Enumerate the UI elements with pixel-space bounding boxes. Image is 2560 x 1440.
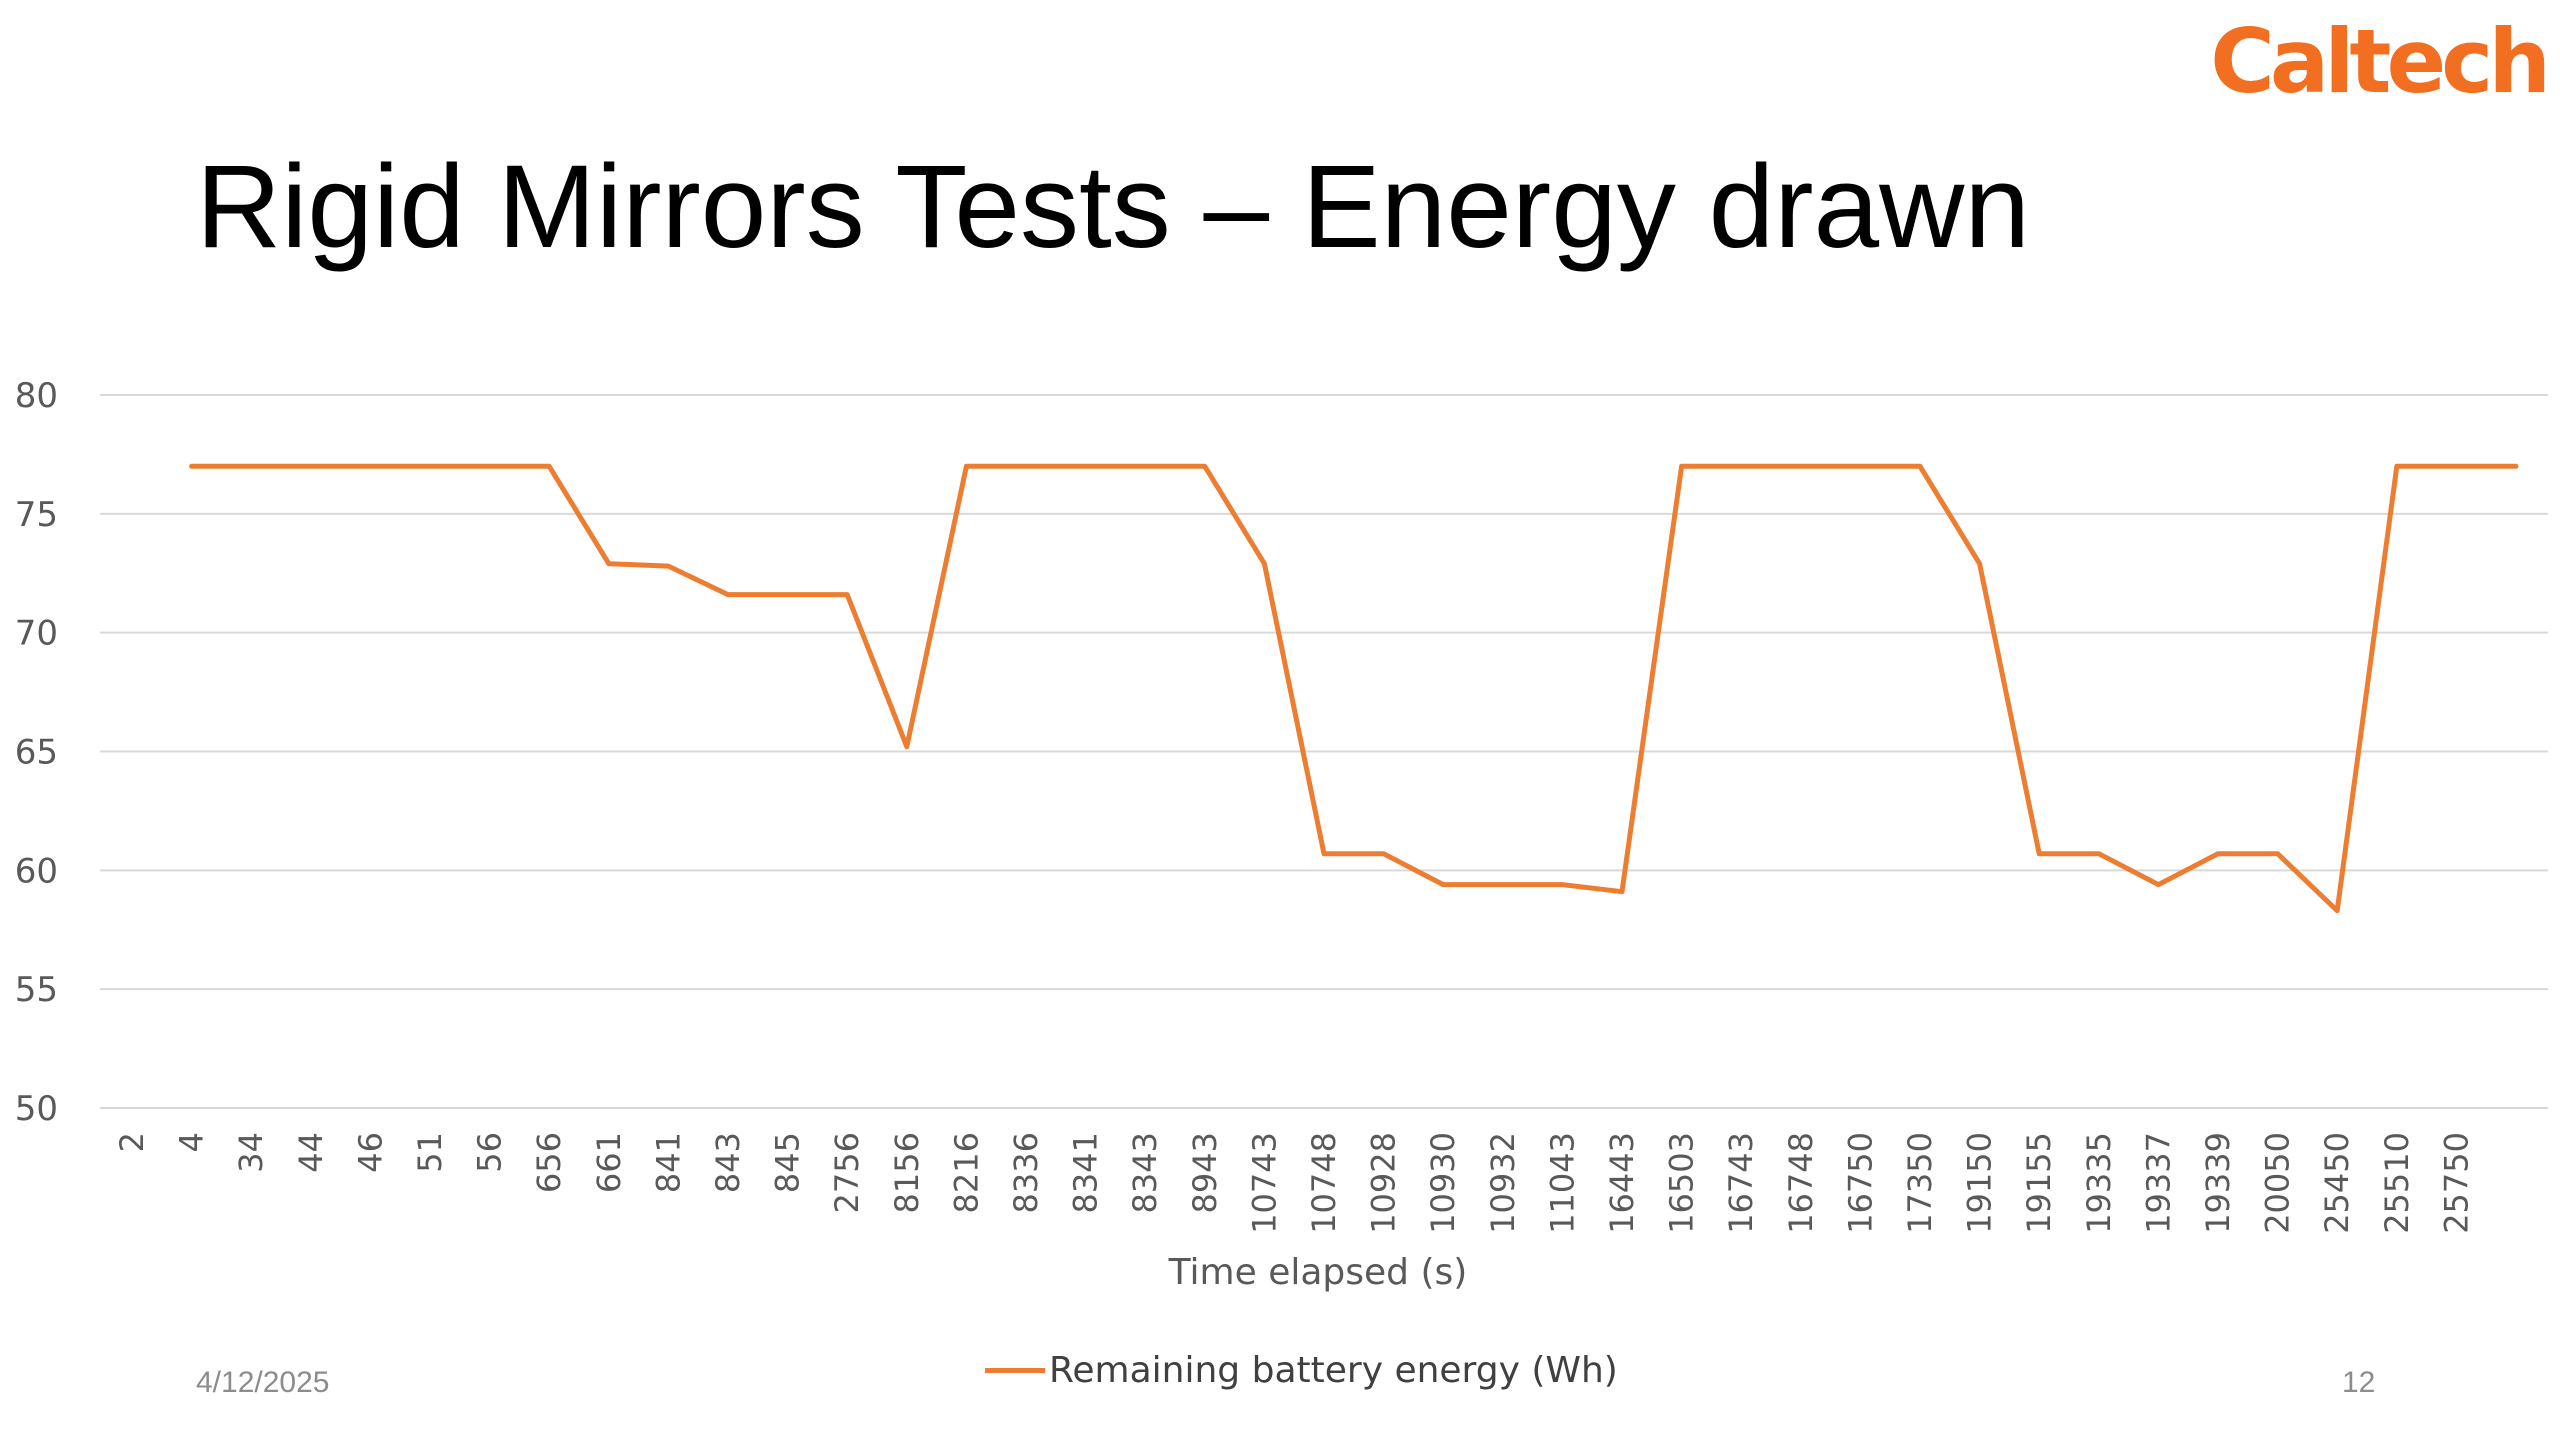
x-axis-label: Time elapsed (s)	[1168, 1252, 1468, 1293]
x-tick-label: 845	[769, 1132, 807, 1193]
x-tick-label: 8341	[1067, 1132, 1105, 1213]
y-tick-label: 50	[15, 1089, 58, 1129]
x-tick-label: 19337	[2139, 1132, 2177, 1234]
x-axis-ticks: 2 4 34 44 46 51 56 656 661 841 843 845 2756 8156 8216 8…	[113, 1132, 2475, 1234]
x-tick-label: 25510	[2378, 1132, 2416, 1234]
page-number: 12	[2342, 1366, 2376, 1399]
x-tick-label: 656	[530, 1132, 568, 1193]
x-tick-label: 10932	[1484, 1132, 1522, 1234]
x-tick-label: 25450	[2318, 1132, 2356, 1234]
x-tick-label: 8156	[888, 1132, 926, 1213]
series-line	[189, 463, 2519, 914]
x-tick-label: 19150	[1961, 1132, 1999, 1234]
y-tick-label: 70	[15, 614, 58, 654]
x-tick-label: 10748	[1305, 1132, 1343, 1234]
x-tick-label: 16443	[1603, 1132, 1641, 1234]
y-axis-ticks: 50 55 60 65 70 75 80	[15, 376, 58, 1129]
y-tick-label: 75	[15, 495, 58, 535]
x-tick-label: 10930	[1424, 1132, 1462, 1234]
x-tick-label: 661	[590, 1132, 628, 1193]
x-tick-label: 8343	[1126, 1132, 1164, 1213]
x-tick-label: 20050	[2259, 1132, 2297, 1234]
x-tick-label: 16748	[1782, 1132, 1820, 1234]
x-tick-label: 19155	[2020, 1132, 2058, 1234]
x-tick-label: 2	[113, 1132, 151, 1152]
y-tick-label: 65	[15, 733, 58, 773]
chart-series	[189, 463, 2519, 914]
chart-legend: Remaining battery energy (Wh)	[985, 1348, 1618, 1392]
x-tick-label: 44	[292, 1132, 330, 1173]
y-tick-label: 60	[15, 851, 58, 891]
chart-gridlines	[100, 394, 2548, 1109]
x-tick-label: 34	[232, 1132, 270, 1173]
x-tick-label: 10928	[1365, 1132, 1403, 1234]
caltech-logo: Caltech	[2210, 10, 2551, 113]
x-tick-label: 46	[351, 1132, 389, 1173]
y-tick-label: 80	[15, 376, 58, 416]
x-tick-label: 10743	[1245, 1132, 1283, 1234]
x-tick-label: 843	[709, 1132, 747, 1193]
x-tick-label: 4	[173, 1132, 211, 1152]
x-tick-label: 8943	[1186, 1132, 1224, 1213]
x-tick-label: 19335	[2080, 1132, 2118, 1234]
y-tick-label: 55	[15, 970, 58, 1010]
x-tick-label: 11043	[1543, 1132, 1581, 1234]
x-tick-label: 8216	[947, 1132, 985, 1213]
x-tick-label: 841	[649, 1132, 687, 1193]
x-tick-label: 19339	[2199, 1132, 2237, 1234]
x-tick-label: 16750	[1841, 1132, 1879, 1234]
legend-label: Remaining battery energy (Wh)	[1049, 1349, 1618, 1391]
x-tick-label: 16743	[1722, 1132, 1760, 1234]
x-tick-label: 17350	[1901, 1132, 1939, 1234]
x-tick-label: 2756	[828, 1132, 866, 1213]
x-tick-label: 56	[471, 1132, 509, 1173]
footer-date: 4/12/2025	[196, 1366, 330, 1399]
x-tick-label: 8336	[1007, 1132, 1045, 1213]
slide-title: Rigid Mirrors Tests – Energy drawn	[196, 141, 2031, 273]
x-tick-label: 16503	[1663, 1132, 1701, 1234]
legend-swatch	[985, 1367, 1045, 1373]
x-tick-label: 51	[411, 1132, 449, 1173]
x-tick-label: 25750	[2437, 1132, 2475, 1234]
